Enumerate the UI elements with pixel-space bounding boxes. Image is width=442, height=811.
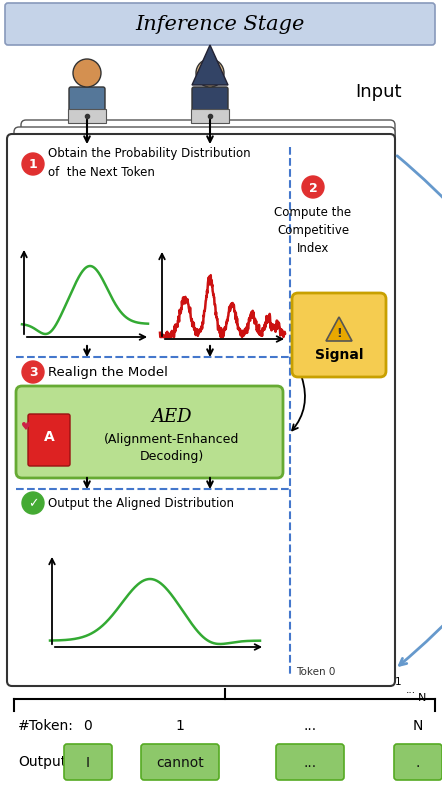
- FancyBboxPatch shape: [64, 744, 112, 780]
- Text: 1: 1: [29, 158, 38, 171]
- Circle shape: [22, 154, 44, 176]
- Circle shape: [196, 60, 224, 88]
- Text: Output:: Output:: [18, 754, 71, 768]
- FancyBboxPatch shape: [5, 4, 435, 46]
- Text: 0: 0: [84, 718, 92, 732]
- Text: A: A: [44, 430, 54, 444]
- FancyBboxPatch shape: [7, 135, 395, 686]
- Circle shape: [302, 177, 324, 199]
- Text: AED: AED: [151, 407, 192, 426]
- Text: ...: ...: [304, 755, 316, 769]
- Circle shape: [22, 362, 44, 384]
- Text: (Alignment-Enhanced
Decoding): (Alignment-Enhanced Decoding): [104, 432, 239, 462]
- FancyBboxPatch shape: [192, 88, 228, 112]
- Polygon shape: [326, 318, 352, 341]
- Text: Inference Stage: Inference Stage: [135, 15, 305, 34]
- Text: 1: 1: [395, 676, 401, 686]
- Text: cannot: cannot: [156, 755, 204, 769]
- Text: Output the Aligned Distribution: Output the Aligned Distribution: [48, 497, 234, 510]
- Text: I: I: [86, 755, 90, 769]
- Circle shape: [22, 492, 44, 514]
- Text: 3: 3: [29, 366, 37, 379]
- FancyBboxPatch shape: [292, 294, 386, 378]
- FancyBboxPatch shape: [69, 88, 105, 112]
- Text: ♥: ♥: [21, 422, 31, 431]
- Text: ...: ...: [406, 684, 416, 694]
- Text: Compute the
Competitive
Index: Compute the Competitive Index: [274, 206, 351, 255]
- FancyBboxPatch shape: [141, 744, 219, 780]
- FancyBboxPatch shape: [16, 387, 283, 478]
- Text: #Token:: #Token:: [18, 718, 74, 732]
- Text: N: N: [418, 692, 426, 702]
- Text: Obtain the Probability Distribution
of  the Next Token: Obtain the Probability Distribution of t…: [48, 148, 251, 178]
- Text: 2: 2: [309, 182, 317, 195]
- FancyBboxPatch shape: [68, 109, 106, 124]
- Text: .: .: [416, 755, 420, 769]
- Circle shape: [73, 60, 101, 88]
- Text: Realign the Model: Realign the Model: [48, 366, 168, 379]
- FancyBboxPatch shape: [14, 128, 395, 679]
- Text: !: !: [336, 327, 342, 340]
- FancyBboxPatch shape: [28, 414, 70, 466]
- Text: Token 0: Token 0: [296, 666, 335, 676]
- Text: Input: Input: [355, 83, 401, 101]
- FancyBboxPatch shape: [21, 121, 395, 672]
- FancyBboxPatch shape: [394, 744, 442, 780]
- Text: Signal: Signal: [315, 348, 363, 362]
- Polygon shape: [192, 46, 228, 86]
- Text: 1: 1: [175, 718, 184, 732]
- Text: ...: ...: [304, 718, 316, 732]
- Text: ✓: ✓: [28, 497, 38, 510]
- FancyArrowPatch shape: [397, 157, 442, 665]
- Text: N: N: [413, 718, 423, 732]
- FancyBboxPatch shape: [276, 744, 344, 780]
- FancyBboxPatch shape: [191, 109, 229, 124]
